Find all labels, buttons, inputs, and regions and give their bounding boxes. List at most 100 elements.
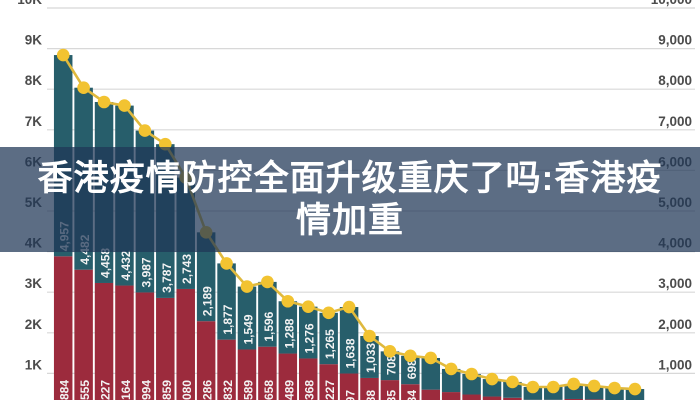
bar-segment-bottom [298,358,318,400]
bar-segment-bottom [462,394,481,400]
bar-bottom-value-label: 734 [405,390,419,400]
bar-bottom-value-label: 3,555 [78,380,92,400]
y-axis-tick-left: 7K [25,114,43,129]
bar-bottom-value-label: 1,589 [241,380,255,400]
total-dot [342,300,356,314]
bar-segment-top [258,281,277,347]
y-axis-tick-right: 0 [684,398,692,400]
y-axis-tick-right: 7,000 [658,114,692,129]
total-dot [240,280,254,293]
bar-top-value-label: 1,638 [344,338,358,368]
bar-bottom-value-label: 1,227 [323,380,337,400]
y-axis-tick-left: 0 [34,398,42,400]
total-dot [546,380,560,394]
bar-top-value-label: 1,265 [323,329,337,359]
bar-top-value-label: 2,743 [180,254,194,284]
bar-segment-bottom [380,380,400,400]
bar-segment-top [421,357,441,390]
bar-segment-top [278,301,298,354]
total-dot [485,372,499,386]
total-dot [608,381,621,395]
bar-bottom-value-label: 997 [344,390,358,400]
bar-segment-bottom [278,353,298,400]
bar-segment-bottom [319,364,338,400]
y-axis-tick-left: 3K [25,276,43,291]
y-axis-tick-right: 10,000 [651,0,692,7]
total-dot [301,300,315,313]
bar-segment-bottom [441,392,461,400]
bar-bottom-value-label: 1,368 [303,380,317,400]
y-axis-tick-left: 8K [25,73,43,88]
bar-segment-bottom [196,321,216,400]
total-dot [383,345,397,358]
bar-segment-bottom [74,269,93,400]
bar-top-value-label: 4,458 [99,248,113,278]
bar-segment-top [441,368,461,393]
bar-segment-bottom [339,373,359,400]
bar-segment-bottom [421,389,441,400]
bar-segment-bottom [53,256,73,400]
bar-top-value-label: 1,276 [303,323,317,353]
total-dot [526,380,540,394]
y-axis-tick-left: 10K [17,0,42,7]
bar-top-value-label: 2,189 [201,286,215,316]
y-axis-tick-right: 8,000 [658,73,692,88]
total-dot [628,382,642,396]
bar-segment-bottom [115,285,134,400]
y-axis-tick-left: 2K [25,317,43,332]
headline-line2: 情加重 [295,200,404,240]
total-dot [404,349,417,363]
total-dot [506,375,519,389]
bar-top-value-label: 3,787 [160,263,174,293]
bar-bottom-value-label: 888 [364,390,378,400]
bar-segment-bottom [360,377,379,400]
total-dot [567,377,580,391]
total-dot [138,124,152,137]
bar-segment-top [298,306,318,359]
bar-segment-bottom [564,398,583,400]
bar-top-value-label: 1,288 [282,318,296,348]
y-axis-tick-right: 3,000 [658,276,692,291]
bar-bottom-value-label: 3,227 [99,380,113,400]
bar-top-value-label: 708 [384,355,398,375]
bar-bottom-value-label: 3,164 [119,380,133,400]
bar-segment-top [237,286,257,350]
bar-segment-top [339,307,359,374]
y-axis-tick-left: 1K [25,357,43,372]
bar-bottom-value-label: 2,286 [201,380,215,400]
bar-segment-bottom [217,339,236,400]
total-dot [261,275,274,289]
bar-bottom-value-label: 835 [384,390,398,400]
total-dot [77,81,90,94]
headline-overlay: 香港疫情防控全面升级重庆了吗:香港疫 情加重 [0,147,700,252]
bar-top-value-label: 1,033 [364,343,378,373]
bar-bottom-value-label: 3,080 [180,380,194,400]
bar-bottom-value-label: 3,884 [58,380,72,400]
bar-segment-bottom [176,288,195,400]
y-axis-tick-left: 9K [25,33,43,48]
total-dot [220,257,233,270]
bar-segment-bottom [503,397,522,400]
total-dot [56,48,70,62]
total-dot [97,95,111,109]
bar-segment-top [217,263,236,340]
total-dot [281,294,295,308]
bar-top-value-label: 1,877 [221,304,235,334]
bar-bottom-value-label: 2,859 [160,380,174,400]
bar-bottom-value-label: 2,994 [139,380,153,400]
bar-bottom-value-label: 1,489 [282,380,296,400]
y-axis-tick-right: 2,000 [658,317,692,332]
bar-top-value-label: 1,596 [262,311,276,341]
bar-segment-top [196,232,216,322]
bar-top-value-label: 3,987 [139,257,153,287]
total-dot [424,351,438,365]
bar-segment-bottom [94,282,114,400]
bar-segment-top [462,374,481,395]
bar-segment-bottom [237,349,257,400]
total-dot [587,379,601,393]
bar-segment-top [319,312,338,365]
total-dot [322,306,335,320]
bar-top-value-label: 698 [405,359,419,379]
headline-line1: 香港疫情防控全面升级重庆了吗:香港疫 [37,158,663,198]
